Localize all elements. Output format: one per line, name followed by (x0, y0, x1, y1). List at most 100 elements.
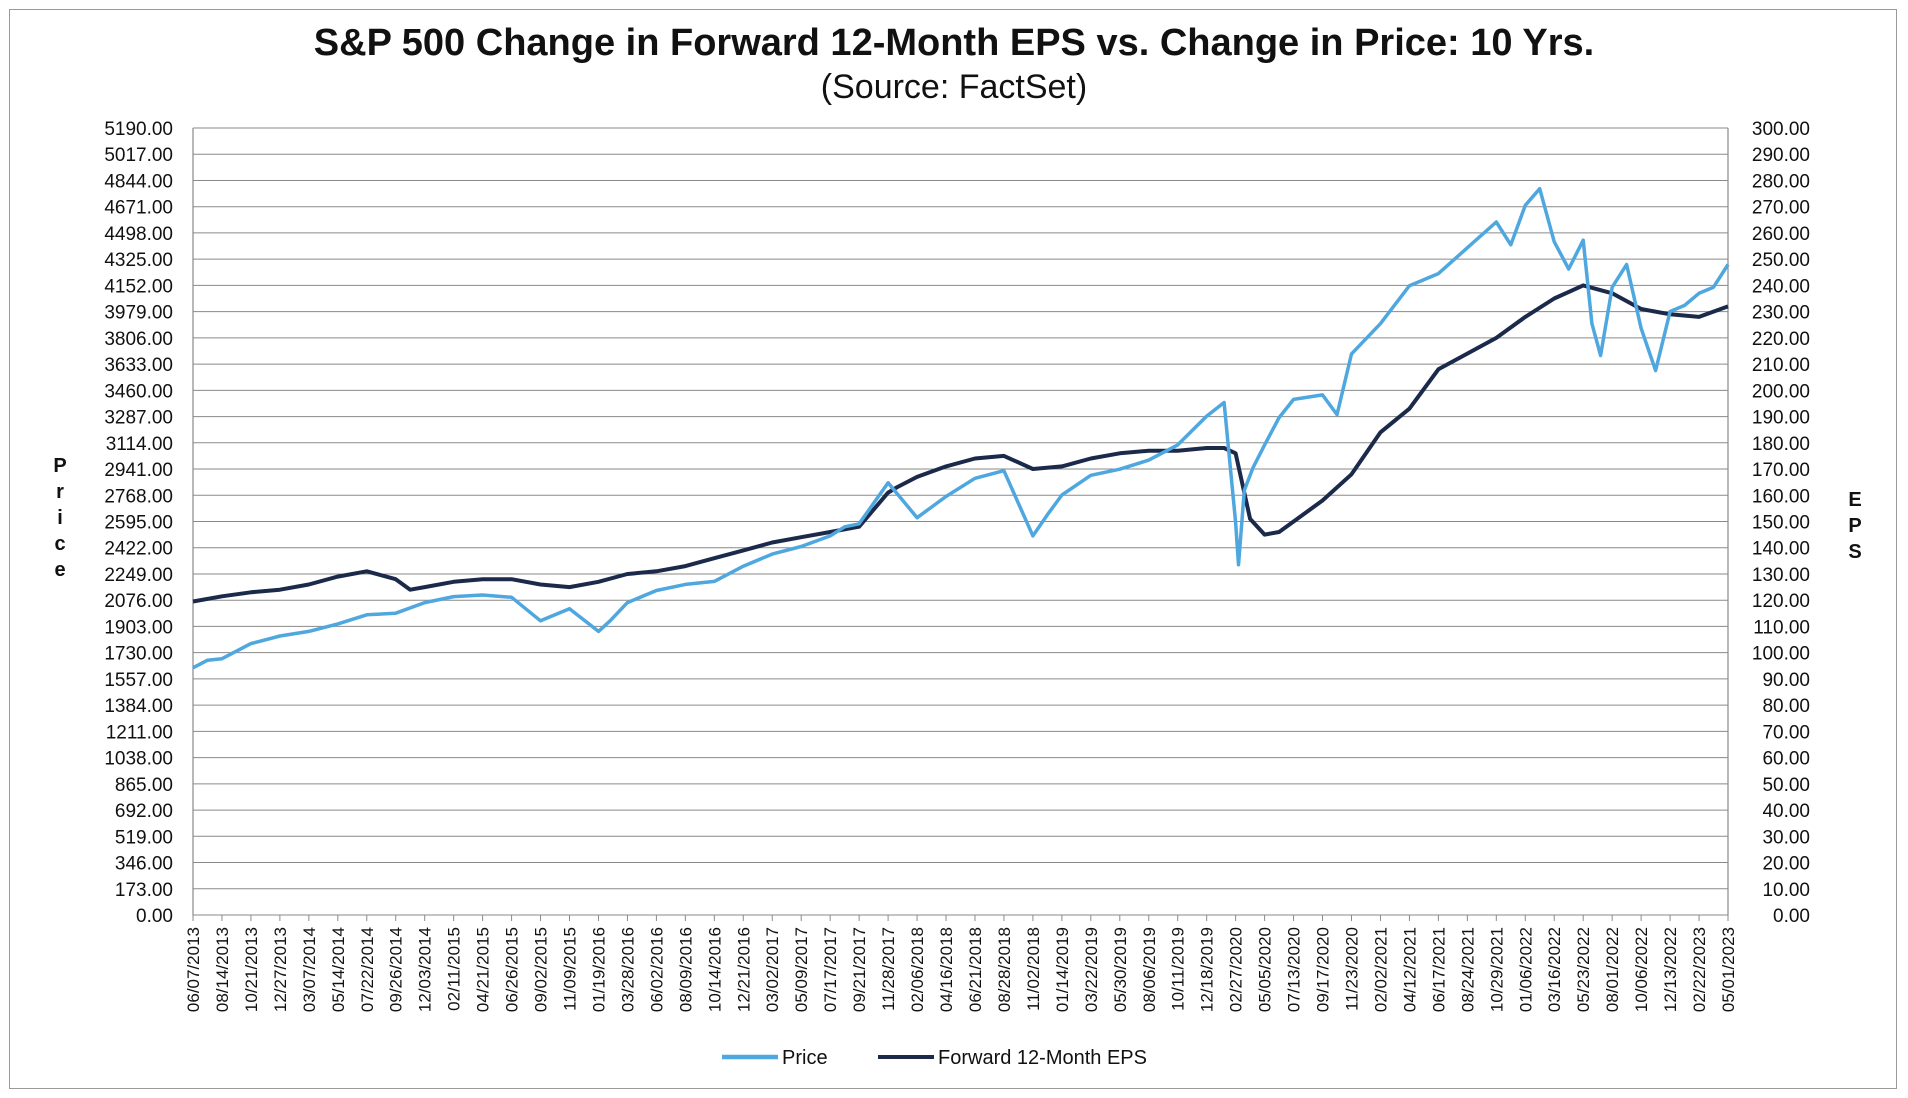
x-tick-label: 01/19/2016 (589, 927, 608, 1012)
y-right-tick-label: 230.00 (1752, 303, 1810, 324)
y-left-tick-label: 4325.00 (104, 250, 173, 271)
x-tick-label: 08/06/2019 (1140, 927, 1159, 1012)
y-left-tick-label: 1038.00 (104, 749, 173, 770)
y-right-axis-label-letter: P (1848, 515, 1861, 537)
y-right-tick-label: 110.00 (1753, 617, 1810, 638)
y-right-tick-label: 180.00 (1752, 434, 1810, 455)
y-left-tick-label: 865.00 (115, 775, 173, 796)
x-tick-label: 06/26/2015 (503, 927, 522, 1012)
x-tick-label: 05/09/2017 (792, 927, 811, 1012)
y-right-tick-label: 200.00 (1752, 381, 1810, 402)
y-left-tick-label: 2768.00 (104, 486, 173, 507)
y-left-tick-label: 519.00 (115, 827, 173, 848)
y-right-tick-label: 300.00 (1752, 119, 1810, 140)
y-right-tick-label: 50.00 (1762, 775, 1810, 796)
y-left-tick-label: 1903.00 (104, 617, 173, 638)
y-right-tick-label: 140.00 (1752, 539, 1810, 560)
y-right-tick-label: 280.00 (1752, 171, 1810, 192)
y-left-tick-label: 3979.00 (104, 303, 173, 324)
x-tick-label: 08/01/2022 (1603, 927, 1622, 1012)
y-right-tick-label: 130.00 (1752, 565, 1810, 586)
y-right-tick-label: 80.00 (1762, 696, 1810, 717)
x-tick-label: 12/27/2013 (271, 927, 290, 1012)
x-tick-label: 07/22/2014 (358, 927, 377, 1012)
y-right-tick-label: 20.00 (1762, 854, 1810, 875)
y-left-axis-label-letter: P (53, 455, 66, 477)
y-right-tick-label: 160.00 (1752, 486, 1810, 507)
series-lines (192, 186, 1730, 670)
x-tick-label: 06/02/2016 (647, 927, 666, 1012)
x-tick-label: 08/24/2021 (1458, 927, 1477, 1012)
legend: Price Forward 12-Month EPS (722, 1047, 1147, 1069)
x-tick-label: 08/28/2018 (995, 927, 1014, 1012)
x-tick-label: 05/01/2023 (1719, 927, 1738, 1012)
x-tick-label: 03/07/2014 (300, 927, 319, 1012)
y-left-tick-label: 3460.00 (104, 381, 173, 402)
y-right-tick-label: 10.00 (1762, 880, 1810, 901)
x-tick-label: 02/11/2015 (445, 927, 464, 1011)
x-tick-label: 03/16/2022 (1545, 927, 1564, 1012)
x-tick-label: 11/09/2015 (561, 927, 580, 1011)
y-right-tick-label: 150.00 (1752, 513, 1810, 534)
x-tick-label: 10/29/2021 (1487, 927, 1506, 1012)
x-tick-label: 02/27/2020 (1227, 927, 1246, 1012)
x-tick-label: 12/21/2016 (734, 927, 753, 1012)
x-tick-label: 12/03/2014 (416, 927, 435, 1012)
y-left-tick-label: 4671.00 (104, 198, 173, 219)
y-left-tick-label: 1730.00 (104, 644, 173, 665)
y-left-tick-label: 2941.00 (104, 460, 173, 481)
y-left-tick-label: 1211.00 (106, 722, 173, 743)
y-right-tick-label: 170.00 (1752, 460, 1810, 481)
x-tick-label: 07/17/2017 (821, 927, 840, 1012)
x-tick-label: 06/07/2013 (184, 927, 203, 1012)
y-left-tick-label: 4498.00 (104, 224, 173, 245)
y-right-tick-label: 220.00 (1752, 329, 1810, 350)
price-series-line (192, 186, 1730, 670)
x-tick-label: 05/05/2020 (1256, 927, 1275, 1012)
x-tick-label: 04/16/2018 (937, 927, 956, 1012)
x-tick-label: 03/02/2017 (763, 927, 782, 1012)
y-left-axis-label-letter: e (54, 559, 65, 581)
x-tick-label: 09/21/2017 (850, 927, 869, 1012)
y-left-tick-label: 3633.00 (104, 355, 173, 376)
y-right-tick-label: 0.00 (1773, 906, 1810, 927)
y-right-tick-label: 210.00 (1752, 355, 1810, 376)
x-tick-label: 05/23/2022 (1574, 927, 1593, 1012)
y-left-tick-label: 1384.00 (104, 696, 173, 717)
x-tick-label: 12/18/2019 (1198, 927, 1217, 1012)
x-tick-label: 05/14/2014 (329, 927, 348, 1012)
legend-label: Price (782, 1047, 828, 1069)
x-tick-label: 06/21/2018 (966, 927, 985, 1012)
x-tick-label: 02/02/2021 (1371, 927, 1390, 1012)
x-tick-label: 01/14/2019 (1053, 927, 1072, 1012)
x-tick-label: 04/21/2015 (474, 927, 493, 1012)
y-right-tick-label: 70.00 (1762, 722, 1810, 743)
y-right-tick-label: 30.00 (1762, 827, 1810, 848)
y-left-tick-label: 692.00 (115, 801, 173, 822)
y-right-tick-label: 100.00 (1752, 644, 1810, 665)
y-right-axis-label-letter: E (1848, 489, 1861, 511)
y-right-tick-label: 260.00 (1752, 224, 1810, 245)
x-tick-labels: 06/07/2013 08/14/2013 10/21/2013 12/27/2013… (184, 927, 1738, 1012)
x-tick-label: 12/13/2022 (1661, 927, 1680, 1012)
x-tick-label: 02/06/2018 (908, 927, 927, 1012)
x-tick-label: 10/06/2022 (1632, 927, 1651, 1012)
y-left-tick-label: 2595.00 (104, 513, 173, 534)
x-tick-label: 11/02/2018 (1024, 927, 1043, 1011)
y-left-tick-label: 2076.00 (104, 591, 173, 612)
y-left-tick-label: 5190.00 (104, 119, 173, 140)
y-right-tick-label: 190.00 (1752, 408, 1810, 429)
y-left-tick-label: 1557.00 (104, 670, 173, 691)
x-tick-label: 01/06/2022 (1516, 927, 1535, 1012)
y-right-tick-label: 240.00 (1752, 276, 1810, 297)
x-tick-label: 03/28/2016 (618, 927, 637, 1012)
y-left-axis-label-letter: r (56, 481, 64, 503)
x-tick-label: 09/26/2014 (387, 927, 406, 1012)
x-tick-label: 05/30/2019 (1111, 927, 1130, 1012)
y-left-tick-label: 3806.00 (104, 329, 173, 350)
y-right-tick-label: 290.00 (1752, 145, 1810, 166)
x-tick-label: 11/28/2017 (879, 927, 898, 1011)
x-tick-label: 10/14/2016 (705, 927, 724, 1012)
